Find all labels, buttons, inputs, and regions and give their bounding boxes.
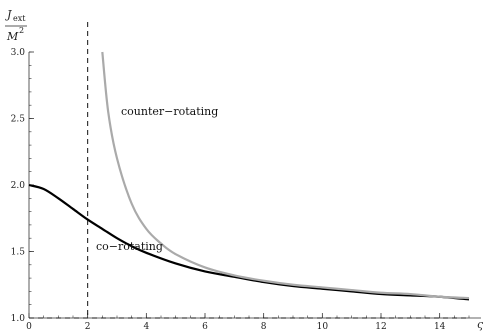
ylabel-denominator-sup: 2 [19,26,24,35]
x-tick-label: 10 [317,322,329,332]
x-tick-label: 14 [434,322,446,332]
y-tick-label: 3.0 [11,48,26,58]
ylabel-numerator: J [5,8,12,21]
axes: 1.0 1.5 2.0 2.5 3.0 0 2 4 6 8 10 12 14 [11,48,481,332]
x-tick-label: 4 [143,322,149,332]
x-tick-label: 0 [26,322,32,332]
y-tick-label: 2.5 [11,115,26,125]
labels: J ext M 2 ς counter−rotating co−rotating [5,8,483,331]
series-layer [28,51,470,301]
y-tick-label: 2.0 [11,181,26,191]
series-line-counter-rotating [101,51,470,300]
reference-lines [29,22,469,319]
series-line-co-rotating [28,183,470,301]
xlabel: ς [477,318,483,331]
y-tick-label: 1.5 [11,248,26,258]
y-tick-label: 1.0 [11,314,26,324]
x-tick-label: 2 [85,322,91,332]
annotation-co-rotating: co−rotating [96,240,163,253]
x-tick-label: 12 [375,322,386,332]
ylabel-numerator-sub: ext [13,14,26,23]
x-tick-label: 8 [261,322,267,332]
x-tick-label: 6 [202,322,208,332]
annotation-counter-rotating: counter−rotating [121,105,218,118]
ylabel-denominator: M [6,30,19,43]
